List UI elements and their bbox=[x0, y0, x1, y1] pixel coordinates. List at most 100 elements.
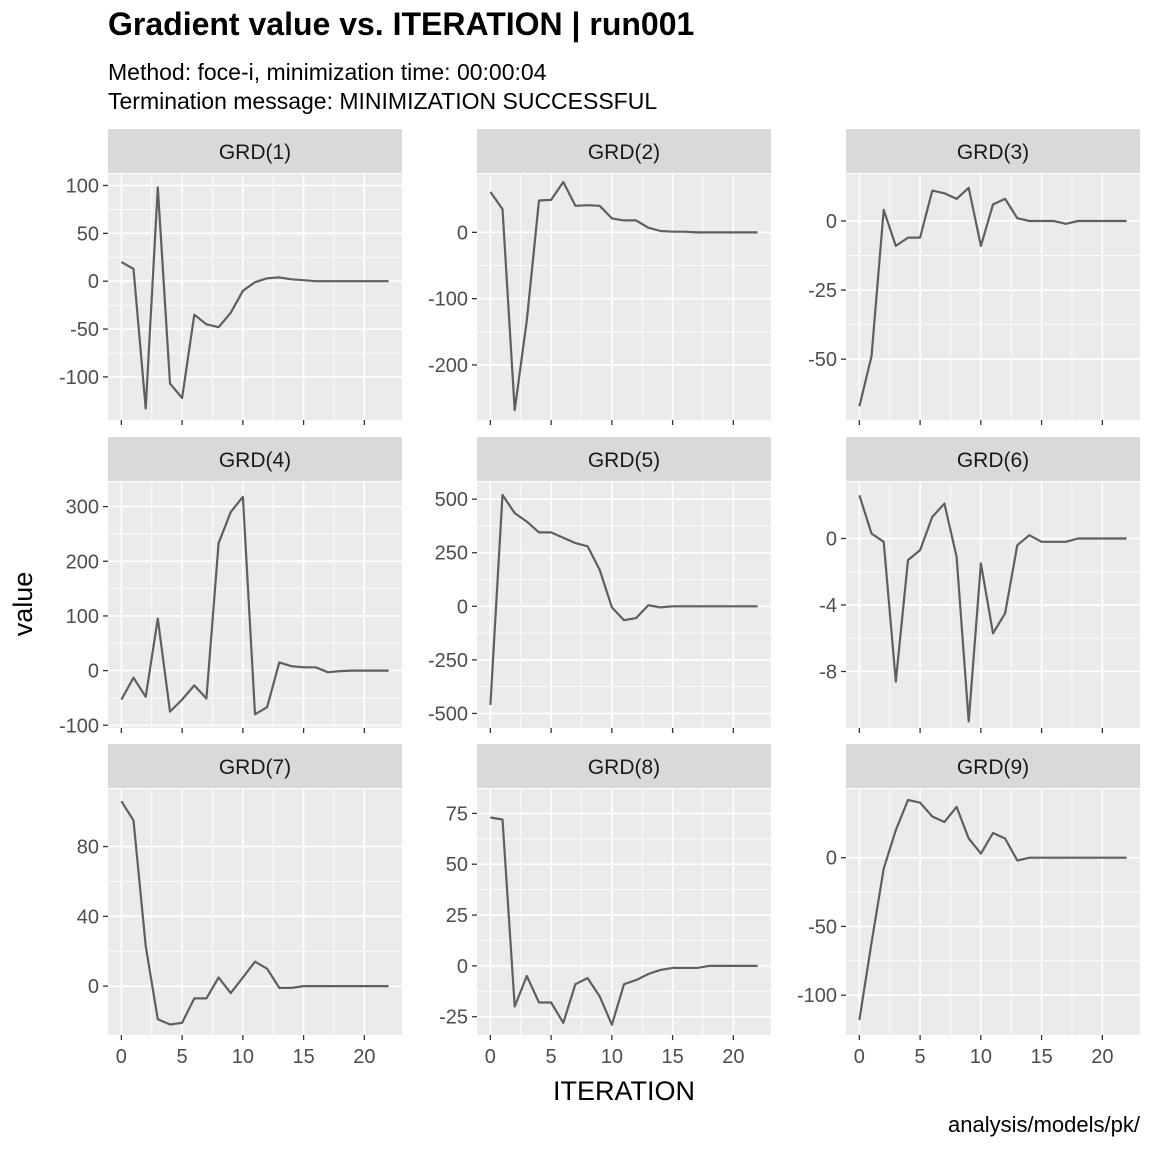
panel-background bbox=[477, 789, 771, 1035]
y-tick-label: -50 bbox=[70, 319, 99, 341]
y-tick-label: 80 bbox=[77, 837, 99, 859]
y-tick-label: 500 bbox=[435, 489, 468, 511]
x-tick-label: 10 bbox=[970, 1046, 992, 1068]
y-tick-label: 50 bbox=[77, 223, 99, 245]
facet-strip-label: GRD(4) bbox=[219, 449, 291, 472]
x-tick-label: 20 bbox=[353, 1046, 375, 1068]
facet-strip bbox=[477, 744, 771, 788]
facet-panel: GRD(1) -100 -50 0 50 100 bbox=[59, 129, 402, 425]
facet-panel: GRD(2) -200 -100 0 bbox=[428, 129, 771, 425]
y-tick-label: 200 bbox=[66, 551, 99, 573]
x-tick-label: 0 bbox=[485, 1046, 496, 1068]
series-line bbox=[490, 816, 758, 1026]
series-line bbox=[120, 495, 389, 716]
y-tick-label: 0 bbox=[826, 529, 837, 551]
y-tick-label: 300 bbox=[66, 497, 99, 519]
series-line bbox=[489, 493, 758, 705]
x-axis-label: ITERATION bbox=[553, 1076, 695, 1106]
facet-panel: GRD(3) -50 -25 0 bbox=[808, 129, 1140, 425]
series-line bbox=[858, 494, 1127, 723]
x-tick-label: 0 bbox=[116, 1046, 127, 1068]
chart-caption: analysis/models/pk/ bbox=[948, 1112, 1140, 1137]
facet-strip bbox=[477, 129, 771, 173]
y-tick-label: 100 bbox=[66, 606, 99, 628]
facet-panel: GRD(6) -8 -4 0 bbox=[819, 437, 1140, 733]
y-tick-label: -100 bbox=[59, 715, 99, 737]
facet-strip-label: GRD(1) bbox=[219, 141, 291, 164]
facet-strip bbox=[477, 437, 771, 481]
x-tick-label: 10 bbox=[601, 1046, 623, 1068]
facet-strip bbox=[108, 744, 402, 788]
facet-strip-label: GRD(9) bbox=[957, 756, 1029, 779]
x-tick-label: 5 bbox=[177, 1046, 188, 1068]
y-tick-label: -200 bbox=[428, 355, 468, 377]
panel-background bbox=[846, 174, 1140, 420]
x-tick-label: 5 bbox=[546, 1046, 557, 1068]
y-tick-label: -100 bbox=[59, 367, 99, 389]
y-tick-label: 0 bbox=[88, 661, 99, 683]
x-tick-label: 15 bbox=[661, 1046, 683, 1068]
y-tick-label: 100 bbox=[66, 175, 99, 197]
series-line bbox=[858, 798, 1127, 1021]
x-tick-label: 15 bbox=[1030, 1046, 1052, 1068]
y-tick-label: 0 bbox=[88, 976, 99, 998]
y-tick-label: -50 bbox=[808, 349, 837, 371]
x-tick-label: 15 bbox=[292, 1046, 314, 1068]
facet-strip-label: GRD(7) bbox=[219, 756, 291, 779]
y-axis-label: value bbox=[8, 572, 38, 637]
chart-title: Gradient value vs. ITERATION | run001 bbox=[108, 6, 695, 42]
y-tick-label: -25 bbox=[439, 1007, 468, 1029]
y-tick-label: 250 bbox=[435, 543, 468, 565]
subtitle-termination-line: Termination message: MINIMIZATION SUCCES… bbox=[108, 88, 658, 114]
y-tick-label: 75 bbox=[446, 803, 468, 825]
facet-panel: GRD(9) -100 -50 0 0 5 10 15 20 bbox=[797, 744, 1140, 1068]
y-tick-label: 0 bbox=[457, 596, 468, 618]
y-tick-label: -4 bbox=[819, 595, 837, 617]
y-tick-label: -500 bbox=[428, 703, 468, 725]
series-line bbox=[120, 800, 389, 1026]
x-tick-label: 10 bbox=[232, 1046, 254, 1068]
facet-strip bbox=[108, 129, 402, 173]
subtitle-method-line: Method: foce-i, minimization time: 00:00… bbox=[108, 59, 547, 85]
facet-strip bbox=[846, 129, 1140, 173]
facet-strip-label: GRD(8) bbox=[588, 756, 660, 779]
facet-strip-label: GRD(6) bbox=[957, 449, 1029, 472]
facet-panel: GRD(4) -100 0 100 200 300 bbox=[59, 437, 402, 737]
x-tick-label: 0 bbox=[854, 1046, 865, 1068]
panel-background bbox=[108, 482, 402, 728]
facet-strip bbox=[846, 437, 1140, 481]
series-line bbox=[858, 186, 1127, 407]
y-tick-label: 50 bbox=[446, 854, 468, 876]
y-tick-label: 0 bbox=[457, 956, 468, 978]
facet-strip bbox=[846, 744, 1140, 788]
series-line bbox=[489, 180, 758, 412]
panel-background bbox=[108, 789, 402, 1035]
x-tick-label: 20 bbox=[1091, 1046, 1113, 1068]
facet-strip-label: GRD(3) bbox=[957, 141, 1029, 164]
facet-panel: GRD(5) -500 -250 0 250 500 bbox=[428, 437, 771, 733]
y-tick-label: -250 bbox=[428, 650, 468, 672]
x-tick-label: 20 bbox=[722, 1046, 744, 1068]
y-tick-label: 25 bbox=[446, 905, 468, 927]
y-tick-label: -8 bbox=[819, 661, 837, 683]
x-tick-label: 5 bbox=[915, 1046, 926, 1068]
chart-subtitle: Method: foce-i, minimization time: 00:00… bbox=[108, 58, 657, 116]
facet-panel: GRD(7) 0 40 80 0 5 10 15 20 bbox=[77, 744, 402, 1068]
y-tick-label: -25 bbox=[808, 280, 837, 302]
panel-background bbox=[477, 174, 771, 420]
facet-panels: GRD(1)-100-50050100GRD(2)-200-1000GRD(3)… bbox=[59, 129, 1140, 1068]
y-tick-label: 0 bbox=[826, 848, 837, 870]
facet-panel: GRD(8) -25 0 25 50 75 0 5 10 15 20 bbox=[439, 744, 771, 1068]
y-tick-label: -100 bbox=[428, 289, 468, 311]
y-tick-label: 0 bbox=[88, 271, 99, 293]
facet-strip-label: GRD(2) bbox=[588, 141, 660, 164]
y-tick-label: 40 bbox=[77, 906, 99, 928]
series-line bbox=[120, 186, 389, 410]
y-tick-label: -100 bbox=[797, 985, 837, 1007]
y-tick-label: 0 bbox=[826, 211, 837, 233]
facet-strip-label: GRD(5) bbox=[588, 449, 660, 472]
y-tick-label: -50 bbox=[808, 916, 837, 938]
facet-strip bbox=[108, 437, 402, 481]
y-tick-label: 0 bbox=[457, 222, 468, 244]
